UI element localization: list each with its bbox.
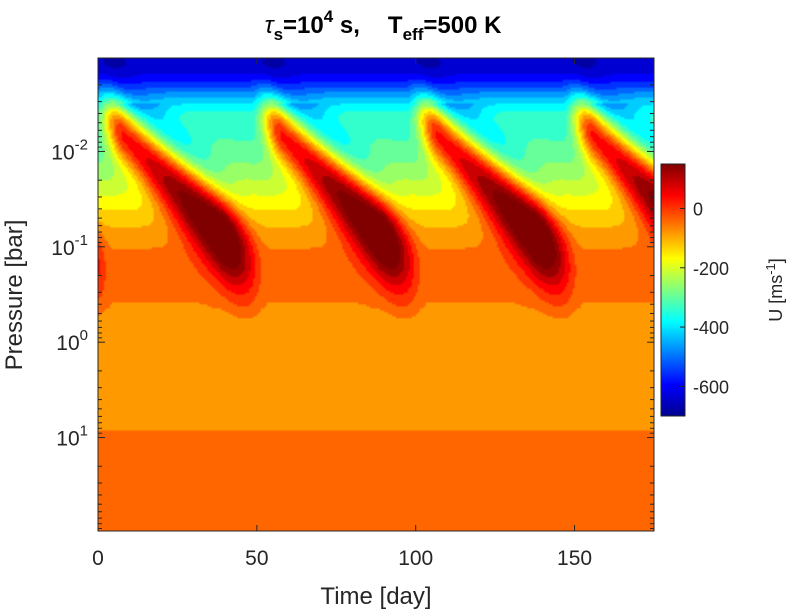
title-tau-sub: s bbox=[274, 25, 283, 44]
colorbar-label-close: ] bbox=[766, 258, 786, 263]
x-axis: 0 50 100 150 bbox=[92, 58, 592, 570]
contour-field bbox=[98, 58, 654, 531]
y-tick-label: 101 bbox=[56, 423, 88, 451]
y-tick-exponent: 0 bbox=[80, 327, 88, 344]
colorbar-tick-label: -400 bbox=[693, 318, 729, 338]
x-tick-label: 50 bbox=[245, 547, 268, 570]
y-tick-exponent: 1 bbox=[80, 423, 88, 440]
x-tick-label: 100 bbox=[398, 547, 433, 570]
title-tau-exp: 4 bbox=[324, 7, 334, 26]
y-tick-base: 10 bbox=[51, 237, 74, 260]
y-tick-exponent: -2 bbox=[75, 136, 88, 153]
title-teff-value: =500 K bbox=[423, 12, 502, 39]
x-tick-label: 150 bbox=[557, 547, 592, 570]
colorbar bbox=[660, 163, 686, 417]
title-tau-eq: =10 bbox=[283, 12, 324, 39]
x-axis-label: Time [day] bbox=[320, 583, 431, 610]
colorbar-label-exp: -1 bbox=[763, 263, 778, 275]
colorbar-axis: 0 -200 -400 -600 bbox=[680, 199, 729, 397]
y-tick-base: 10 bbox=[56, 332, 79, 355]
y-tick-base: 10 bbox=[51, 141, 74, 164]
x-tick-label: 0 bbox=[92, 547, 104, 570]
y-tick-base: 10 bbox=[56, 428, 79, 451]
title-teff-sub: eff bbox=[403, 25, 424, 44]
colorbar-label-main: U [ms bbox=[766, 275, 786, 322]
colorbar-tick-label: 0 bbox=[693, 199, 703, 219]
title-tau: τ bbox=[265, 12, 276, 39]
y-tick-label: 100 bbox=[56, 327, 88, 355]
title-teff: T bbox=[388, 12, 403, 39]
colorbar-tick-label: -200 bbox=[693, 259, 729, 279]
y-tick-label: 10-2 bbox=[51, 136, 88, 164]
y-tick-exponent: -1 bbox=[75, 232, 88, 249]
colorbar-label: U [ms-1] bbox=[763, 258, 786, 322]
chart-title: τs=104 s, Teff=500 K bbox=[265, 7, 503, 44]
y-axis-label: Pressure [bar] bbox=[1, 220, 28, 371]
title-tau-unit: s, bbox=[333, 12, 360, 39]
plot-frame bbox=[97, 57, 655, 532]
colorbar-tick-label: -600 bbox=[693, 377, 729, 397]
y-tick-label: 10-1 bbox=[51, 232, 88, 260]
